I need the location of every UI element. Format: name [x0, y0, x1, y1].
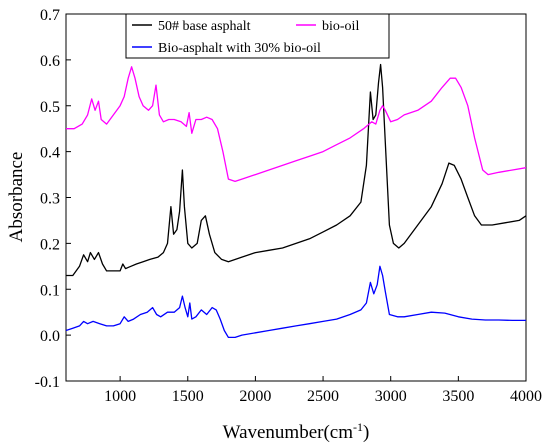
x-tick-label: 1000 [104, 388, 136, 405]
y-tick-label: -0.1 [35, 374, 60, 391]
series-line-bio-asphalt-with-30-bio-oil [65, 265, 526, 339]
legend-box [125, 13, 390, 59]
x-tick-label: 2000 [239, 388, 271, 405]
series-layer [65, 63, 527, 339]
x-axis-title: Wavenumber(cm-1) [223, 420, 370, 443]
x-tick-label: 1500 [172, 388, 204, 405]
x-tick-label: 4000 [510, 388, 542, 405]
y-tick-label: 0.0 [40, 328, 60, 345]
y-tick-label: 0.4 [40, 145, 60, 162]
x-axis-title-sup: -1 [353, 420, 363, 434]
x-axis-title-end: ) [363, 422, 369, 443]
y-tick-label: 0.3 [40, 191, 60, 208]
y-tick-label: 0.6 [40, 53, 60, 70]
x-axis-title-main: Wavenumber(cm [223, 422, 354, 443]
y-tick-label: 0.7 [40, 7, 60, 24]
legend: 50# base asphalt bio-oil Bio-asphalt wit… [125, 13, 390, 59]
series-line-bio-oil [66, 66, 527, 183]
y-tick-label: 0.5 [40, 99, 60, 116]
x-tick-label: 3500 [442, 388, 474, 405]
y-tick-label: 0.2 [40, 236, 60, 253]
legend-label-bio-asphalt: Bio-asphalt with 30% bio-oil [158, 41, 321, 56]
series-line-50-base-asphalt [66, 63, 527, 277]
y-axis-title: Absorbance [6, 152, 27, 243]
legend-label-bio-oil: bio-oil [322, 19, 359, 34]
ticks-layer: 1000 1500 2000 2500 3000 3500 4000 -0.1 0.0 0.1 0.… [35, 7, 542, 405]
x-tick-label: 2500 [307, 388, 339, 405]
legend-label-base-asphalt: 50# base asphalt [158, 19, 251, 34]
x-tick-label: 3000 [375, 388, 407, 405]
y-tick-label: 0.1 [40, 282, 60, 299]
